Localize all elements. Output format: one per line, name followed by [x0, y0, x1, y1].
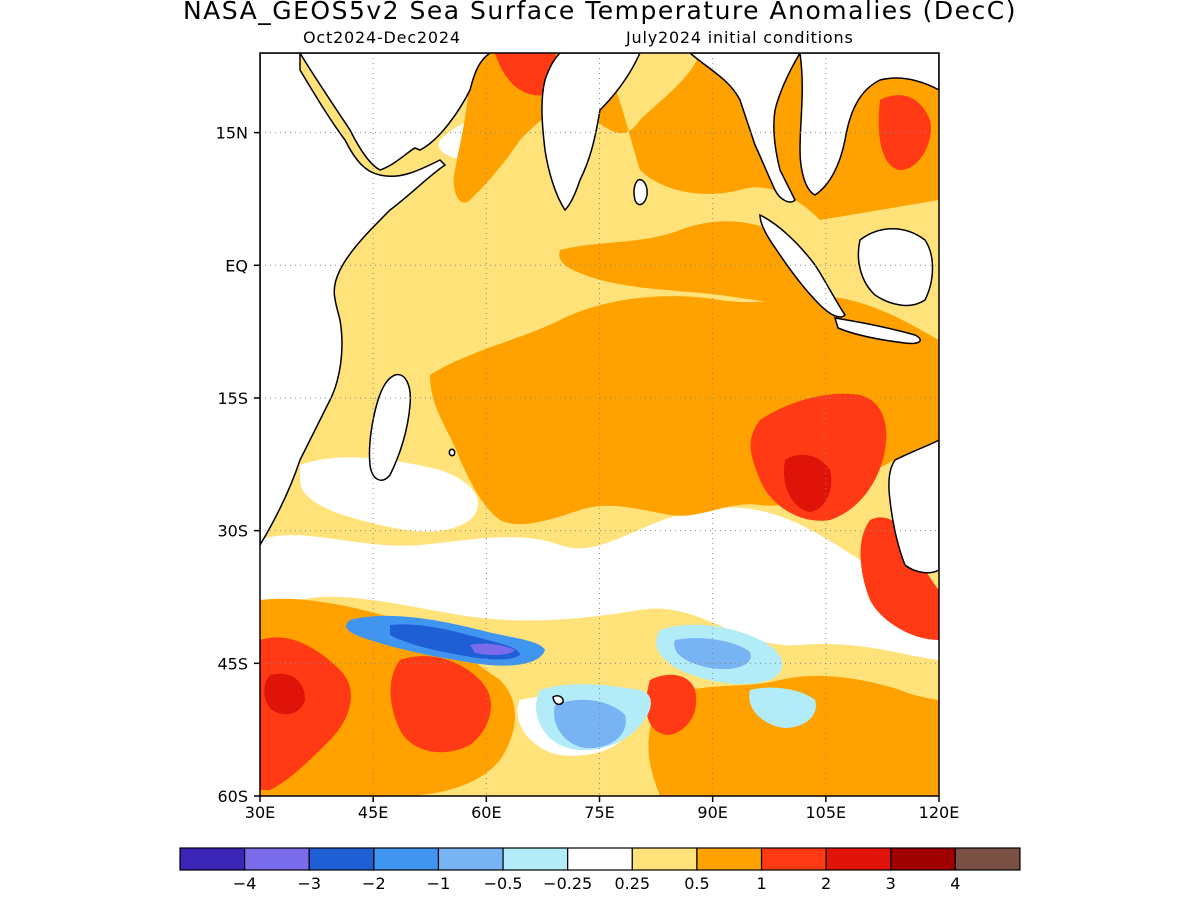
land-java: [833, 317, 921, 345]
colorbar-swatch: [437, 847, 504, 871]
cool-area-southeast: [749, 687, 816, 728]
land-outlines: [260, 53, 939, 706]
land-mauritius: [448, 448, 456, 457]
colorbar-swatch: [760, 847, 827, 871]
hot-area-south: [390, 656, 491, 753]
initial-conditions: July2024 initial conditions: [626, 28, 854, 47]
x-tick-label: 45E: [358, 803, 388, 822]
land-india: [541, 53, 641, 212]
cold-area-south-central: [554, 699, 626, 749]
colorbar-label: 4: [950, 874, 960, 893]
land-sri-lanka: [633, 178, 648, 206]
x-tick-label: 90E: [697, 803, 727, 822]
very-hot-area-southwest: [264, 673, 305, 715]
land-southeast-asia: [688, 53, 801, 203]
colorbar-label: 3: [886, 874, 896, 893]
colorbar-label: 0.25: [614, 874, 650, 893]
land-madagascar: [368, 373, 412, 481]
colorbar-label: −2: [362, 874, 386, 893]
colorbar-swatch: [631, 847, 698, 871]
colorbar-label: −0.25: [543, 874, 592, 893]
hot-area-south-china-sea: [878, 95, 931, 170]
hot-area-arabian: [495, 53, 558, 96]
hot-area-southeast: [646, 674, 697, 735]
x-tick-label: 105E: [806, 803, 847, 822]
y-tick-label: 15S: [217, 389, 248, 408]
y-tick-label: 30S: [217, 522, 248, 541]
coldest-core-southwest: [470, 643, 515, 655]
colorbar-swatch: [825, 847, 892, 871]
colorbar-label: −4: [233, 874, 257, 893]
neutral-area-southwest: [300, 457, 479, 532]
y-tick-label: 60S: [217, 787, 248, 806]
colorbar-swatch: [567, 847, 633, 871]
y-tick-label: 45S: [217, 654, 248, 673]
warm-area-east-equatorial: [559, 221, 830, 305]
land-borneo: [857, 228, 934, 307]
colorbar-label: 0.5: [684, 874, 709, 893]
colorbar-swatch: [308, 847, 375, 871]
graticule: [260, 53, 939, 796]
hot-area-east: [750, 393, 887, 521]
colorbar-swatch: [890, 847, 956, 871]
colorbar-swatch: [179, 847, 246, 871]
x-tick-label: 30E: [245, 803, 275, 822]
colorbar-swatch: [696, 847, 763, 871]
colorbar-swatch: [244, 847, 310, 871]
colorbar-label: −1: [427, 874, 451, 893]
hot-area-west-australia: [860, 517, 939, 640]
land-sumatra: [759, 213, 846, 318]
colorbar-label: 1: [756, 874, 766, 893]
land-indochina: [799, 53, 939, 196]
colorbar-swatch: [954, 847, 1021, 871]
colorbar-swatch: [373, 847, 440, 871]
x-tick-label: 60E: [471, 803, 501, 822]
land-australia: [888, 439, 939, 574]
y-tick-label: 15N: [216, 124, 248, 143]
map-axes: 30E 45E 60E 75E 90E 105E 120E 15N EQ 15S 30S 45S 60S: [216, 124, 960, 822]
colorbar-label: 2: [821, 874, 831, 893]
very-hot-area-east: [784, 454, 832, 512]
figure-title: NASA_GEOS5v2 Sea Surface Temperature Ano…: [182, 0, 1018, 25]
warm-area-southeast: [648, 675, 939, 796]
land-kerguelen: [552, 695, 564, 706]
colorbar-swatch: [502, 847, 569, 871]
x-tick-label: 75E: [584, 803, 614, 822]
colorbar-label: −0.5: [484, 874, 523, 893]
colorbar: −4 −3 −2 −1 −0.5 −0.25 0.25 0.5 1 2 3 4: [179, 847, 1021, 893]
y-tick-label: EQ: [225, 256, 248, 275]
x-tick-label: 120E: [919, 803, 960, 822]
land-africa-arabia: [260, 53, 492, 547]
forecast-period: Oct2024-Dec2024: [303, 28, 461, 47]
colorbar-label: −3: [297, 874, 321, 893]
